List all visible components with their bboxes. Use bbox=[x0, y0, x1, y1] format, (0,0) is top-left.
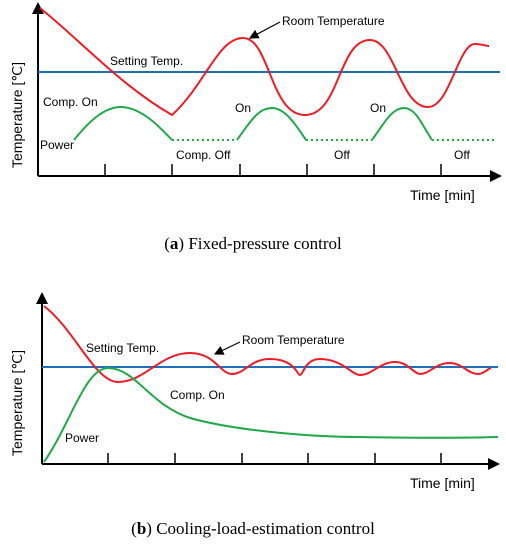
setting-temperature-label-a: Setting Temp. bbox=[110, 54, 183, 68]
panel-a: Temperature [℃] Time [min] Room Temperat… bbox=[9, 2, 502, 253]
comp-off-label-a: Comp. Off bbox=[176, 148, 231, 162]
y-axis-label-b: Temperature [℃] bbox=[9, 350, 25, 456]
y-axis-arrow-a bbox=[32, 2, 44, 14]
room-temperature-arrow-b bbox=[213, 341, 241, 355]
caption-text-a: Fixed-pressure control bbox=[184, 234, 342, 253]
panel-b: Temperature [℃] Time [min] Room Temperat… bbox=[9, 292, 500, 538]
comp-on-label-b: Comp. On bbox=[170, 388, 225, 402]
power-curve-a bbox=[371, 106, 433, 141]
caption-b: (b) Cooling-load-estimation control bbox=[131, 519, 375, 538]
caption-letter-a: a bbox=[170, 234, 179, 253]
comp-on-label-a: Comp. On bbox=[43, 95, 98, 109]
off-label-2-a: Off bbox=[454, 148, 470, 162]
caption-letter-b: b bbox=[137, 519, 146, 538]
room-temperature-curve-a bbox=[39, 7, 490, 117]
y-axis-arrow-b bbox=[36, 292, 48, 304]
off-label-1-a: Off bbox=[334, 148, 350, 162]
power-curve-a bbox=[73, 105, 173, 141]
room-temperature-label-a: Room Temperature bbox=[282, 14, 385, 28]
x-axis-label-a: Time [min] bbox=[410, 187, 475, 203]
x-axis-arrow-a bbox=[490, 170, 502, 182]
on-label-1-a: On bbox=[235, 101, 251, 115]
caption-text-b: Cooling-load-estimation control bbox=[152, 519, 375, 538]
on-label-2-a: On bbox=[370, 101, 386, 115]
room-temperature-arrow-a bbox=[248, 21, 281, 39]
setting-temperature-label-b: Setting Temp. bbox=[86, 341, 159, 355]
power-label-b: Power bbox=[65, 431, 99, 445]
y-axis-label-a: Temperature [℃] bbox=[9, 62, 25, 168]
power-label-a: Power bbox=[40, 138, 74, 152]
power-curve-a bbox=[236, 106, 307, 141]
caption-a: (a) Fixed-pressure control bbox=[164, 234, 342, 253]
room-temperature-curve-b bbox=[43, 305, 492, 384]
x-axis-arrow-b bbox=[488, 458, 500, 470]
x-axis-label-b: Time [min] bbox=[410, 475, 475, 491]
power-curve-b bbox=[43, 366, 499, 463]
room-temperature-label-b: Room Temperature bbox=[242, 333, 345, 347]
